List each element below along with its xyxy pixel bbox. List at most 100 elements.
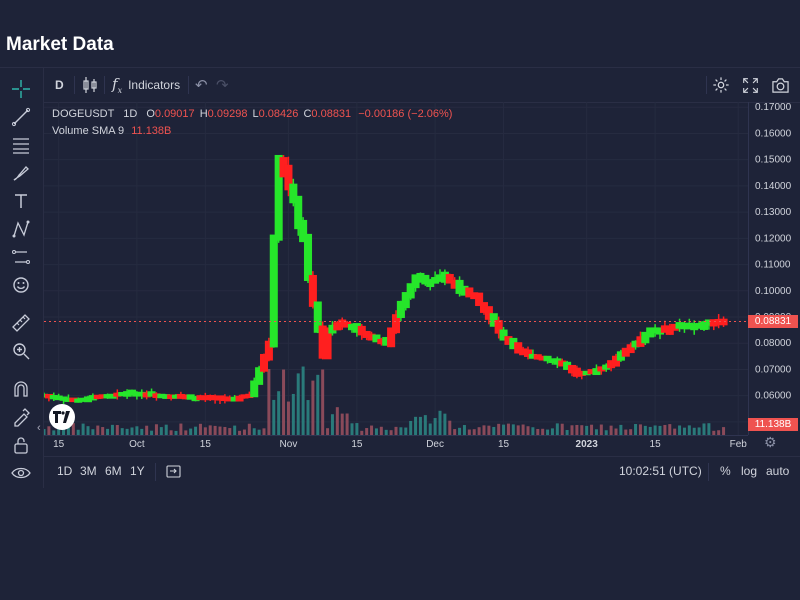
candle-body: [328, 324, 337, 334]
time-axis[interactable]: 15 Oct 15 Nov 15 Dec 15 2023 15 Feb: [44, 435, 748, 456]
candle-body: [714, 318, 723, 325]
candle-body: [64, 397, 73, 402]
volume-bar: [140, 428, 144, 435]
range-1y[interactable]: 1Y: [130, 464, 145, 478]
candle-body: [313, 301, 322, 333]
candle-body: [352, 323, 361, 333]
candle-body: [450, 279, 459, 289]
candle-body: [655, 327, 665, 335]
goto-date-icon[interactable]: [166, 457, 181, 485]
candles-icon[interactable]: [82, 68, 98, 102]
text-tool-icon[interactable]: [8, 190, 34, 212]
volume-tag: 11.138B: [748, 418, 798, 431]
volume-bar: [389, 430, 393, 435]
volume-bar: [365, 428, 369, 435]
horizontal-lines-icon[interactable]: [8, 134, 34, 156]
volume-bar: [511, 424, 515, 435]
pattern-icon[interactable]: [8, 218, 34, 240]
volume-bar: [96, 425, 100, 435]
candle-body: [240, 394, 249, 399]
volume-bar: [184, 430, 188, 435]
volume-bar: [257, 429, 261, 435]
candle-body: [186, 394, 195, 400]
price-scale[interactable]: 0.17000 0.16000 0.15000 0.14000 0.13000 0.120…: [748, 102, 800, 435]
candle-body: [528, 353, 537, 359]
camera-icon[interactable]: [771, 68, 790, 102]
trend-line-icon[interactable]: [8, 106, 34, 128]
volume-bar: [311, 380, 315, 435]
interval-button[interactable]: D: [55, 78, 64, 92]
lock-drawing-icon[interactable]: [8, 406, 34, 428]
utc-clock[interactable]: 10:02:51 (UTC): [619, 464, 702, 478]
volume-bar: [125, 428, 129, 435]
candle-body: [279, 157, 288, 178]
candle-body: [113, 392, 122, 397]
percent-toggle[interactable]: %: [720, 464, 731, 478]
brush-icon[interactable]: [8, 162, 34, 184]
volume-bar: [262, 428, 266, 435]
undo-icon[interactable]: ↶: [195, 77, 208, 94]
volume-bar: [648, 426, 652, 435]
volume-bar: [516, 425, 520, 435]
candle-body: [494, 320, 503, 334]
magnet-icon[interactable]: [8, 378, 34, 400]
candle-body: [426, 279, 435, 288]
redo-icon[interactable]: ↷: [216, 77, 229, 94]
measure-lines-icon[interactable]: [8, 246, 34, 268]
volume-bar: [379, 426, 383, 435]
candle-body: [685, 322, 694, 330]
eye-icon[interactable]: [8, 462, 34, 484]
emoji-icon[interactable]: [8, 274, 34, 296]
volume-bar: [575, 424, 579, 435]
candle-body: [211, 395, 220, 401]
volume-bar: [330, 414, 334, 435]
candle-body: [181, 394, 190, 400]
candle-body: [465, 287, 474, 298]
axis-settings-icon[interactable]: ⚙: [764, 434, 777, 450]
log-toggle[interactable]: log: [741, 464, 758, 478]
price-tick-label: 0.14000: [755, 181, 792, 192]
ohlc-legend: DOGEUSDT 1D O0.09017 H0.09298 L0.08426 C…: [52, 108, 452, 120]
candle-body: [83, 396, 93, 403]
ruler-icon[interactable]: [8, 312, 34, 334]
candle-body: [206, 394, 215, 401]
volume-bar: [541, 428, 545, 435]
chart-pane[interactable]: [44, 102, 748, 435]
lock-icon[interactable]: [8, 434, 34, 456]
price-tick-label: 0.06000: [755, 391, 792, 402]
candle-body: [123, 391, 132, 397]
candle-body: [377, 338, 386, 345]
volume-bar: [272, 399, 276, 435]
range-3m[interactable]: 3M: [80, 464, 97, 478]
volume-bar: [599, 424, 603, 435]
tradingview-logo[interactable]: [49, 404, 75, 430]
candle-body: [387, 327, 396, 348]
crosshair-icon[interactable]: [8, 78, 34, 100]
header-divider: [0, 67, 800, 68]
last-price-tag: 0.08831: [748, 314, 798, 328]
toolbar-divider: [104, 76, 105, 94]
time-tick-label: 2023: [576, 439, 599, 450]
price-tick-label: 0.07000: [755, 364, 792, 375]
range-6m[interactable]: 6M: [105, 464, 122, 478]
settings-icon[interactable]: [712, 68, 730, 102]
collapse-toolbar-icon[interactable]: ‹: [37, 422, 41, 434]
volume-bar: [238, 430, 242, 435]
candle-body: [191, 396, 200, 402]
auto-toggle[interactable]: auto: [766, 464, 790, 478]
zoom-in-icon[interactable]: [8, 340, 34, 362]
volume-bar: [433, 418, 437, 435]
time-tick-label: 15: [53, 439, 65, 450]
time-tick-label: Feb: [730, 439, 748, 450]
price-chart[interactable]: [44, 102, 748, 435]
candle-body: [582, 370, 591, 376]
fullscreen-icon[interactable]: [742, 68, 759, 102]
price-tick-label: 0.16000: [755, 128, 792, 139]
candle-body: [49, 394, 58, 400]
indicators-button[interactable]: fx Indicators: [112, 68, 180, 102]
range-1d[interactable]: 1D: [57, 464, 73, 478]
candle-body: [680, 323, 689, 330]
candle-body: [616, 351, 625, 361]
legend-change: −0.00186 (−2.06%): [358, 108, 453, 120]
candles: [44, 154, 728, 405]
